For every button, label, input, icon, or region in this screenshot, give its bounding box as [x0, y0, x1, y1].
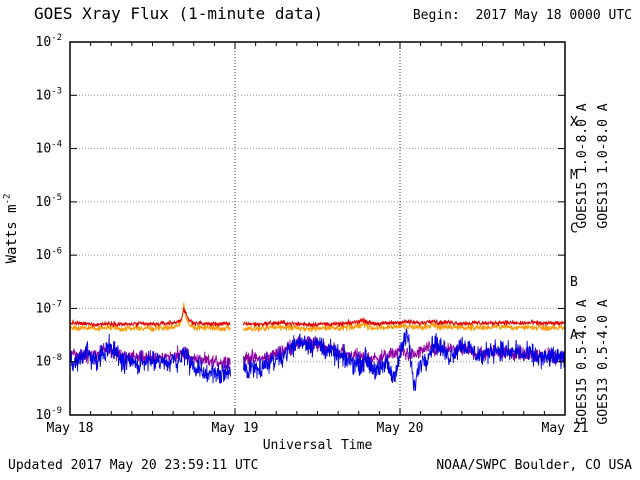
series-legend-label-goes13-0-5-4-0-a: GOES13 0.5-4.0 A: [596, 299, 611, 424]
source-attribution: NOAA/SWPC Boulder, CO USA: [436, 458, 632, 473]
y-tick-label: 10-9: [36, 406, 63, 423]
flare-class-label: X: [570, 115, 578, 130]
flare-class-label: B: [570, 275, 578, 290]
series-legend-label-goes15-0-5-4-0-a: GOES15 0.5-4.0 A: [575, 299, 590, 424]
flare-class-label: M: [570, 168, 578, 183]
y-tick-label: 10-6: [36, 246, 63, 263]
y-tick-label: 10-5: [36, 193, 63, 210]
x-tick-label: May 19: [212, 421, 259, 436]
y-tick-label: 10-7: [36, 300, 63, 317]
y-tick-label: 10-8: [36, 353, 63, 370]
series-line-goes15-1-0-8-0-a: [69, 307, 566, 329]
series-legend-label-goes13-1-0-8-0-a: GOES13 1.0-8.0 A: [596, 103, 611, 228]
chart-title: GOES Xray Flux (1-minute data): [34, 4, 323, 23]
x-tick-label: May 18: [47, 421, 94, 436]
y-tick-label: 10-2: [36, 33, 63, 50]
y-axis-label: Watts m-2: [3, 194, 20, 264]
flare-class-label: C: [570, 222, 578, 237]
series-line-goes15-0-5-4-0-a: [69, 328, 566, 392]
updated-timestamp: Updated 2017 May 20 23:59:11 UTC: [8, 458, 259, 473]
series-line-goes13-1-0-8-0-a: [69, 302, 566, 333]
series-legend-label-goes15-1-0-8-0-a: GOES15 1.0-8.0 A: [575, 103, 590, 228]
flare-class-label: A: [570, 328, 578, 343]
x-axis-label: Universal Time: [263, 438, 373, 453]
x-tick-label: May 20: [377, 421, 424, 436]
y-tick-label: 10-3: [36, 86, 63, 103]
x-tick-label: May 21: [542, 421, 589, 436]
begin-timestamp: Begin: 2017 May 18 0000 UTC: [412, 8, 632, 23]
y-tick-label: 10-4: [36, 140, 63, 157]
